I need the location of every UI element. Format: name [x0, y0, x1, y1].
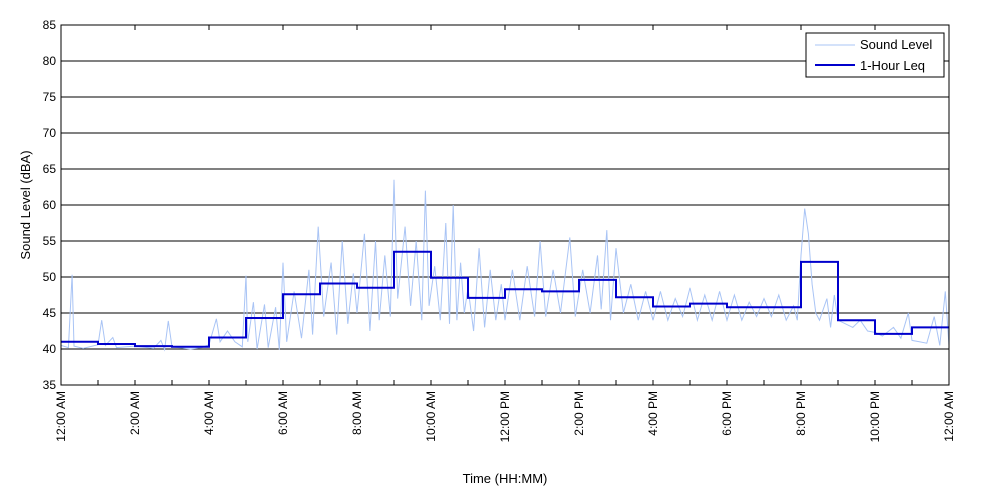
grid-lines	[61, 60, 949, 350]
y-tick-label: 60	[43, 198, 57, 212]
y-tick-label: 70	[43, 126, 57, 140]
y-tick-label: 55	[43, 234, 57, 248]
x-tick-label: 6:00 PM	[720, 391, 734, 436]
x-tick-label: 12:00 PM	[498, 391, 512, 442]
x-axis-title: Time (HH:MM)	[463, 471, 548, 486]
x-tick-label: 12:00 AM	[942, 391, 956, 442]
y-tick-label: 80	[43, 54, 57, 68]
x-tick-label: 10:00 PM	[868, 391, 882, 442]
x-axis-ticks: 12:00 AM 2:00 AM 4:00 AM 6:00 AM 8:00 AM 10:0…	[54, 25, 956, 442]
x-tick-label: 8:00 AM	[350, 391, 364, 435]
y-tick-label: 65	[43, 162, 57, 176]
y-tick-label: 50	[43, 270, 57, 284]
x-tick-label: 2:00 AM	[128, 391, 142, 435]
x-tick-label: 10:00 AM	[424, 391, 438, 442]
y-tick-label: 75	[43, 90, 57, 104]
x-tick-label: 4:00 AM	[202, 391, 216, 435]
y-tick-label: 35	[43, 378, 57, 392]
legend: Sound Level 1-Hour Leq	[805, 32, 945, 78]
x-tick-label: 6:00 AM	[276, 391, 290, 435]
legend-box	[805, 32, 945, 78]
x-tick-label: 8:00 PM	[794, 391, 808, 436]
y-tick-label: 85	[43, 18, 57, 32]
legend-label-sound-level: Sound Level	[860, 37, 932, 52]
legend-label-1-hour-leq: 1-Hour Leq	[860, 58, 925, 73]
y-axis-ticks: 35 40 45 50 55 60 65 70 75 80 85	[43, 18, 949, 392]
series-line-1-hour-leq	[61, 250, 949, 348]
y-tick-label: 45	[43, 306, 57, 320]
x-tick-label: 2:00 PM	[572, 391, 586, 436]
x-tick-label: 12:00 AM	[54, 391, 68, 442]
x-tick-label: 4:00 PM	[646, 391, 660, 436]
y-axis-title: Sound Level (dBA)	[18, 150, 33, 259]
y-tick-label: 40	[43, 342, 57, 356]
series-area	[60, 179, 950, 352]
